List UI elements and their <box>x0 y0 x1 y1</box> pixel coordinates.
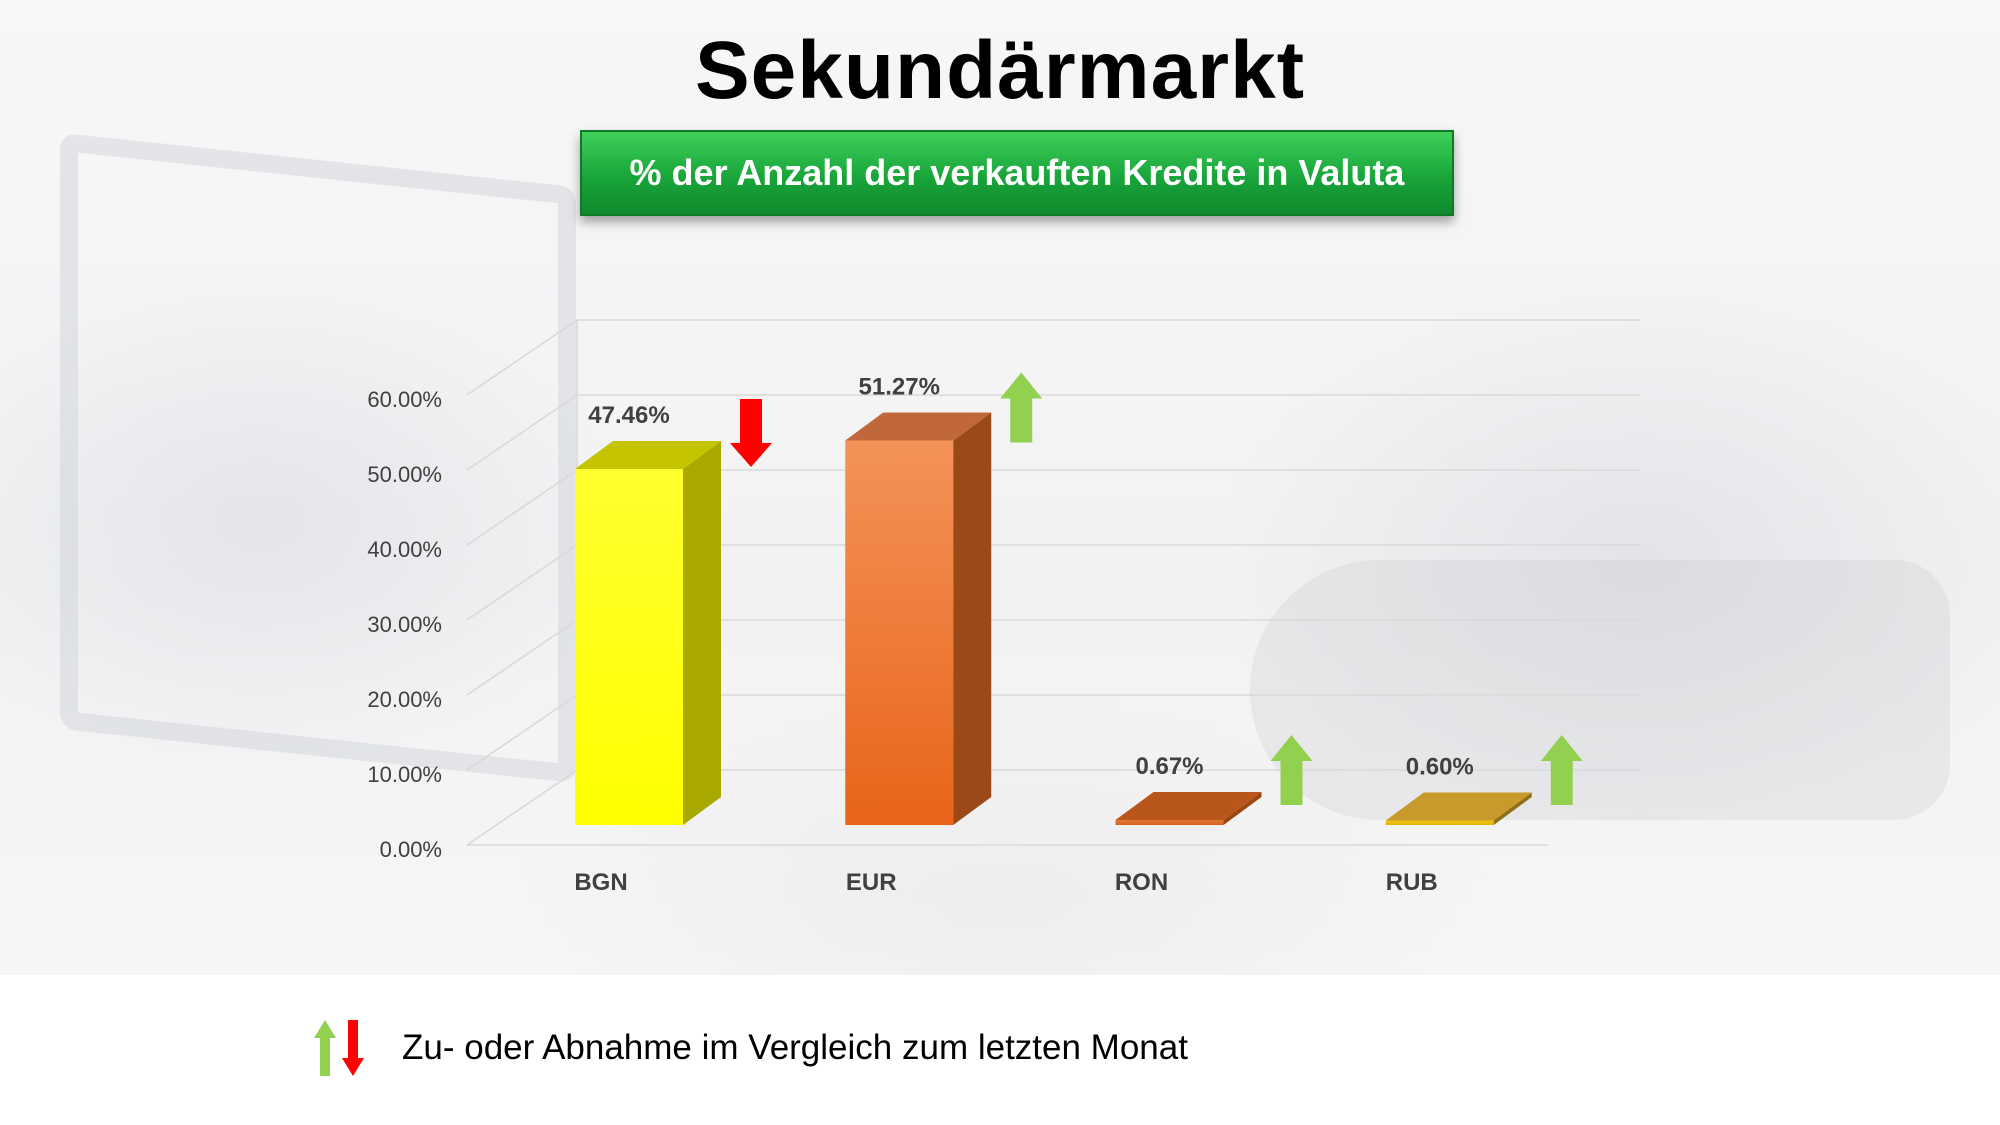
y-tick-label: 50.00% <box>367 462 442 487</box>
subtitle-banner: % der Anzahl der verkauften Kredite in V… <box>580 130 1454 216</box>
background-bottom-band <box>0 975 2000 1125</box>
slide-title: Sekundärmarkt <box>694 25 1306 116</box>
value-label-eur: 51.27% <box>859 373 940 400</box>
bar-front <box>1115 819 1224 825</box>
value-labels: 47.46% 51.27% 0.67% 0.60% <box>588 373 1473 780</box>
value-label-rub: 0.60% <box>1406 754 1474 781</box>
bar-eur <box>845 412 992 825</box>
bar-side <box>683 441 721 825</box>
bar-front <box>845 440 954 825</box>
arrow-up-green-icon <box>314 1020 336 1076</box>
y-tick-label: 30.00% <box>367 612 442 637</box>
bar-top <box>575 441 721 470</box>
grid-diagonal <box>466 394 578 471</box>
grid-layer <box>466 319 1640 846</box>
grid-diagonal <box>466 469 578 546</box>
bar-top <box>845 412 992 441</box>
bar-top <box>1385 792 1532 821</box>
trend-arrows <box>730 372 1583 805</box>
y-tick-label: 0.00% <box>380 837 442 862</box>
subtitle-text: % der Anzahl der verkauften Kredite in V… <box>629 152 1405 193</box>
grid-diagonal <box>466 694 578 771</box>
bar-rub <box>1385 792 1532 825</box>
y-tick-label: 20.00% <box>367 687 442 712</box>
arrow-down-red-icon <box>342 1020 364 1076</box>
arrow-up-green-icon <box>1540 735 1583 805</box>
bar-side <box>1223 791 1262 825</box>
y-tick-labels: 0.00% 10.00% 20.00% 30.00% 40.00% 50.00% 60.00… <box>367 387 442 862</box>
bar-front <box>575 469 683 825</box>
value-label-bgn: 47.46% <box>588 402 669 429</box>
grid-diagonal <box>466 769 578 846</box>
background-hand-shape <box>1250 560 1950 820</box>
legend-arrows <box>314 1020 364 1076</box>
bar-ron <box>1115 791 1262 825</box>
bar-side <box>953 412 992 825</box>
bars <box>575 412 1532 825</box>
y-tick-label: 10.00% <box>367 762 442 787</box>
arrow-down-red-icon <box>730 399 772 468</box>
arrow-up-green-icon <box>1270 735 1313 805</box>
bar-front <box>1385 820 1494 825</box>
legend: Zu- oder Abnahme im Vergleich zum letzte… <box>310 1018 1188 1078</box>
grid-diagonal <box>466 544 578 621</box>
category-label-ron: RON <box>1115 869 1168 896</box>
bar-chart: 0.00% 10.00% 20.00% 30.00% 40.00% 50.00% 60.00… <box>367 319 1640 896</box>
y-tick-label: 60.00% <box>367 387 442 412</box>
bar-top <box>1115 791 1262 820</box>
bar-bgn <box>575 441 721 825</box>
grid-diagonal <box>466 319 578 396</box>
grid-diagonal <box>466 619 578 696</box>
arrow-up-green-icon <box>1000 372 1043 443</box>
y-tick-label: 40.00% <box>367 537 442 562</box>
category-labels: BGN EUR RON RUB <box>574 869 1437 896</box>
category-label-rub: RUB <box>1386 869 1438 896</box>
value-label-ron: 0.67% <box>1135 753 1203 780</box>
category-label-bgn: BGN <box>574 869 627 896</box>
category-label-eur: EUR <box>846 869 897 896</box>
legend-text: Zu- oder Abnahme im Vergleich zum letzte… <box>402 1028 1188 1067</box>
bar-side <box>1493 792 1532 825</box>
